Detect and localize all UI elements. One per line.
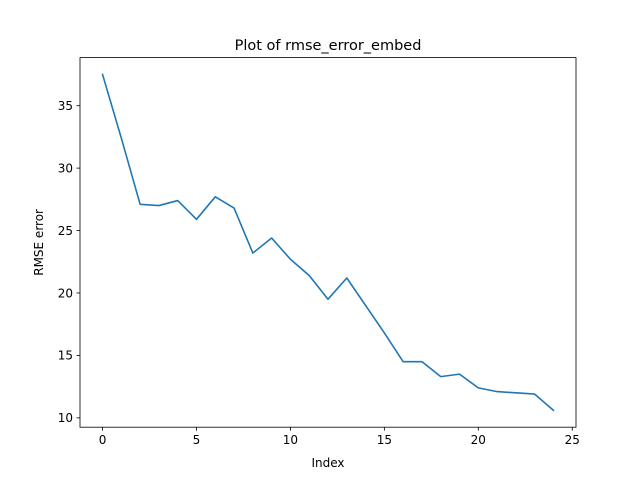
x-tick-label: 25 [565, 433, 580, 447]
x-tick-label: 0 [99, 433, 107, 447]
chart-title: Plot of rmse_error_embed [235, 38, 422, 54]
y-tick-label: 20 [58, 286, 73, 300]
y-tick-label: 10 [58, 411, 73, 425]
x-tick-label: 20 [471, 433, 486, 447]
y-tick-label: 15 [58, 349, 73, 363]
series-line-rmse [101, 73, 555, 412]
y-tick-label: 25 [58, 224, 73, 238]
x-tick-label: 10 [283, 433, 298, 447]
y-tick-label: 30 [58, 161, 73, 175]
plot-area [80, 57, 576, 428]
x-tick-label: 15 [377, 433, 392, 447]
y-axis-ticks: 10 15 20 25 30 35 [58, 99, 80, 425]
y-axis-label: RMSE error [32, 209, 46, 276]
plot-frame [79, 57, 577, 428]
x-tick-label: 5 [193, 433, 201, 447]
x-axis-label: Index [311, 456, 344, 470]
x-axis-ticks: 0 5 10 15 20 25 [99, 427, 580, 447]
y-tick-label: 35 [58, 99, 73, 113]
